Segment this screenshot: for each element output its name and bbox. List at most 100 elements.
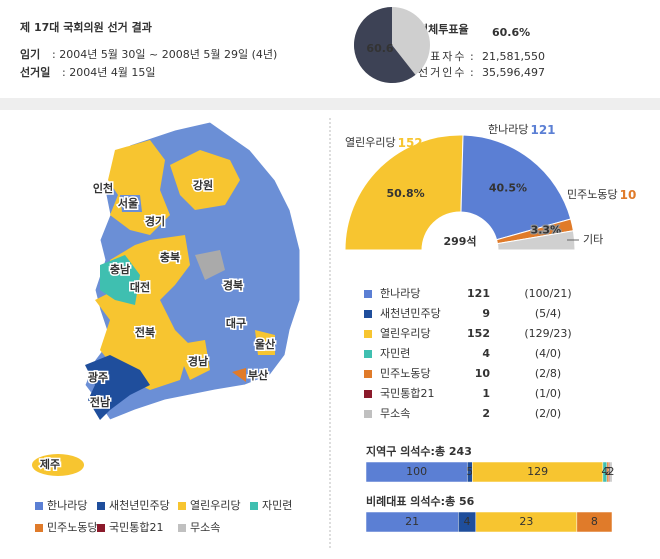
- bar-value: 129: [527, 465, 548, 478]
- party-label-name: 기타: [583, 233, 603, 246]
- map-region: [195, 250, 225, 280]
- table-swatch: [364, 410, 372, 418]
- share-label: 40.5%: [489, 181, 527, 194]
- legend-swatch: [35, 502, 43, 510]
- map-region: [232, 368, 246, 382]
- map-region: [100, 255, 140, 305]
- region-label: 대전: [130, 280, 150, 294]
- map-region: [120, 195, 142, 212]
- party-label-name: 민주노동당: [567, 188, 618, 201]
- party-detail: (100/21): [524, 287, 571, 300]
- region-label: 충북: [160, 250, 180, 264]
- bar-value: 100: [406, 465, 427, 478]
- share-label: 50.8%: [386, 187, 424, 200]
- region-label: 경남: [188, 354, 208, 368]
- party-seats: 9: [482, 307, 490, 320]
- seat-segment: [344, 134, 464, 251]
- bar-segment: [576, 511, 613, 533]
- party-label: 기타: [583, 233, 603, 246]
- table-swatch: [364, 370, 372, 378]
- region-label: 전남: [90, 395, 110, 409]
- party-seats: 4: [482, 347, 490, 360]
- table-swatch: [364, 350, 372, 358]
- separator: [0, 98, 660, 110]
- party-label-value: 10: [620, 188, 637, 202]
- legend-label: 새천년민주당: [109, 498, 170, 512]
- table-swatch: [364, 390, 372, 398]
- party-name: 자민련: [380, 347, 410, 360]
- legend-label: 자민련: [262, 499, 292, 512]
- term-label: 임기: [20, 47, 40, 61]
- bar-value: 2: [607, 465, 614, 478]
- region-label: 제주: [40, 457, 60, 471]
- map-region: [32, 454, 84, 476]
- stat-colon: :: [470, 50, 474, 63]
- party-name: 무소속: [380, 407, 410, 420]
- party-label-name: 열린우리당: [345, 136, 396, 149]
- party-name: 민주노동당: [380, 367, 431, 380]
- table-swatch: [364, 330, 372, 338]
- party-name: 국민통합21: [380, 387, 434, 400]
- bar-value: 23: [519, 515, 533, 528]
- region-label: 대구: [226, 316, 246, 330]
- total-seats: 299석: [443, 234, 476, 248]
- region-label: 경북: [223, 278, 243, 292]
- stat-colon: :: [470, 66, 474, 79]
- party-label-value: 121: [530, 123, 555, 137]
- legend-label: 무소속: [190, 521, 220, 534]
- stat-value: 35,596,497: [482, 66, 545, 79]
- region-label: 전북: [135, 325, 155, 339]
- stat-value: 21,581,550: [482, 50, 545, 63]
- legend-swatch: [250, 502, 258, 510]
- region-label: 울산: [255, 337, 275, 351]
- party-detail: (5/4): [535, 307, 561, 320]
- election-label: 선거일: [20, 65, 50, 79]
- party-detail: (2/8): [535, 367, 561, 380]
- party-label: 한나라당 121: [488, 123, 556, 137]
- legend-swatch: [97, 502, 105, 510]
- party-detail: (1/0): [535, 387, 561, 400]
- legend-label: 민주노동당: [47, 521, 98, 534]
- legend-swatch: [97, 524, 105, 532]
- party-seats: 10: [475, 367, 491, 380]
- map-region: [255, 330, 275, 355]
- legend-swatch: [35, 524, 43, 532]
- bar-segment: [609, 461, 613, 483]
- map-region: [85, 355, 150, 420]
- party-name: 열린우리당: [380, 327, 431, 340]
- map-region: [175, 340, 210, 380]
- legend-label: 열린우리당: [190, 499, 241, 512]
- party-detail: (4/0): [535, 347, 561, 360]
- bar-title: 지역구 의석수:총 243: [366, 444, 472, 458]
- stat-label: 선거인수: [418, 66, 466, 79]
- legend-swatch: [178, 524, 186, 532]
- bar-value: 2: [604, 465, 611, 478]
- bar-value: 4: [464, 515, 471, 528]
- region-label: 강원: [193, 178, 213, 192]
- term: : 2004년 5월 30일 ~ 2008년 5월 29일 (4년): [52, 47, 277, 61]
- region-label: 충남: [110, 262, 130, 276]
- party-name: 한나라당: [380, 287, 420, 300]
- legend-label: 한나라당: [47, 499, 87, 512]
- pie-value-label: 60.6%: [492, 26, 530, 39]
- region-label: 부산: [248, 368, 268, 382]
- party-label: 열린우리당 152: [345, 136, 423, 150]
- region-label: 경기: [145, 214, 165, 228]
- seat-segment: [496, 230, 576, 251]
- map-region: [170, 150, 240, 210]
- party-detail: (2/0): [535, 407, 561, 420]
- legend-label: 국민통합21: [109, 521, 163, 534]
- party-label-value: 152: [398, 136, 423, 150]
- bar-value: 1: [606, 465, 613, 478]
- party-detail: (129/23): [524, 327, 571, 340]
- party-seats: 152: [467, 327, 490, 340]
- bar-value: 5: [466, 465, 473, 478]
- party-seats: 1: [482, 387, 490, 400]
- table-swatch: [364, 290, 372, 298]
- pie-value: 60.6: [366, 42, 393, 55]
- region-label: 광주: [88, 371, 108, 384]
- legend-swatch: [178, 502, 186, 510]
- party-name: 새천년민주당: [380, 306, 441, 320]
- bar-value: 8: [591, 515, 598, 528]
